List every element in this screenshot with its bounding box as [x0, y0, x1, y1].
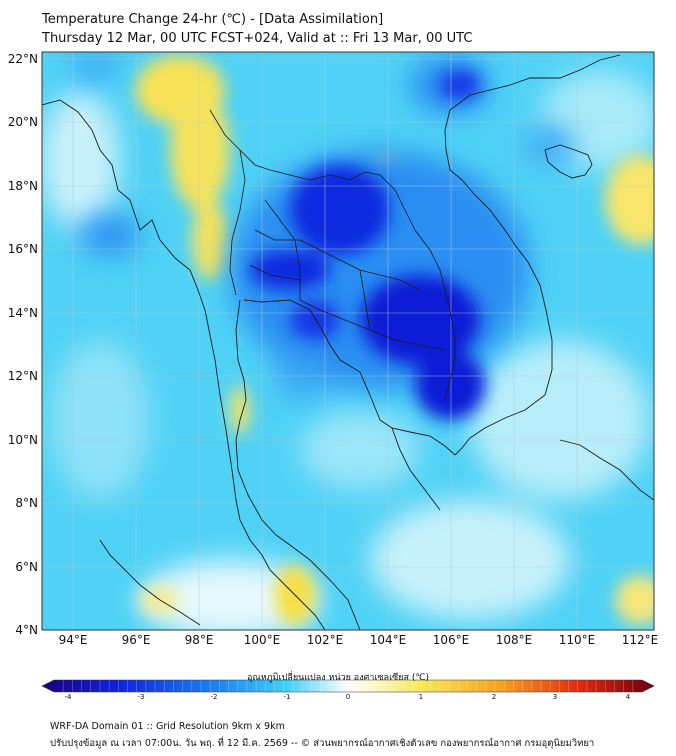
colorbar-bar — [41, 679, 655, 693]
lon-label: 98°E — [184, 633, 214, 647]
lat-label: 6°N — [15, 560, 38, 574]
lat-label: 4°N — [15, 623, 38, 637]
lat-label: 20°N — [7, 115, 38, 129]
lon-label: 106°E — [432, 633, 470, 647]
colorbar-tick-label: 2 — [491, 693, 497, 701]
lat-label: 22°N — [7, 52, 38, 66]
lat-label: 12°N — [7, 369, 38, 383]
lon-label: 100°E — [243, 633, 281, 647]
lat-label: 10°N — [7, 433, 38, 447]
colorbar-tick-label: 3 — [552, 693, 558, 701]
lon-label: 110°E — [558, 633, 596, 647]
lat-label: 16°N — [7, 242, 38, 256]
lat-label: 8°N — [15, 496, 38, 510]
colorbar-tick-label: 0 — [345, 693, 351, 701]
lon-label: 104°E — [369, 633, 407, 647]
map-subtitle: Thursday 12 Mar, 00 UTC FCST+024, Valid … — [42, 31, 473, 46]
footer-model-info: WRF-DA Domain 01 :: Grid Resolution 9km … — [50, 721, 285, 732]
borders — [209, 109, 456, 401]
temperature-field — [42, 52, 654, 630]
lat-label: 14°N — [7, 306, 38, 320]
lon-label: 108°E — [495, 633, 533, 647]
colorbar-tick-label: -1 — [283, 693, 291, 701]
lon-label: 102°E — [306, 633, 344, 647]
colorbar-tick-label: 1 — [418, 693, 424, 701]
graticule — [42, 52, 654, 630]
colorbar-tick-label: -2 — [210, 693, 218, 701]
colorbar-tick-label: -4 — [64, 693, 72, 701]
temperature-map — [41, 51, 655, 693]
plot-frame — [41, 51, 655, 631]
colorbar-title: อุณหภูมิเปลี่ยนแปลง หน่วย องศาเซลเซียส (… — [246, 673, 430, 683]
lat-label: 18°N — [7, 179, 38, 193]
colorbar — [41, 679, 655, 693]
coastlines — [42, 54, 654, 630]
footer-credit: ปรับปรุงข้อมูล ณ เวลา 07:00น. วัน พฤ. ที… — [50, 738, 595, 749]
map-title: Temperature Change 24-hr (℃) - [Data Ass… — [42, 12, 384, 27]
lon-label: 112°E — [621, 633, 659, 647]
colorbar-tick-label: 4 — [625, 693, 631, 701]
lon-label: 96°E — [121, 633, 151, 647]
colorbar-tick-label: -3 — [137, 693, 145, 701]
lon-label: 94°E — [58, 633, 88, 647]
